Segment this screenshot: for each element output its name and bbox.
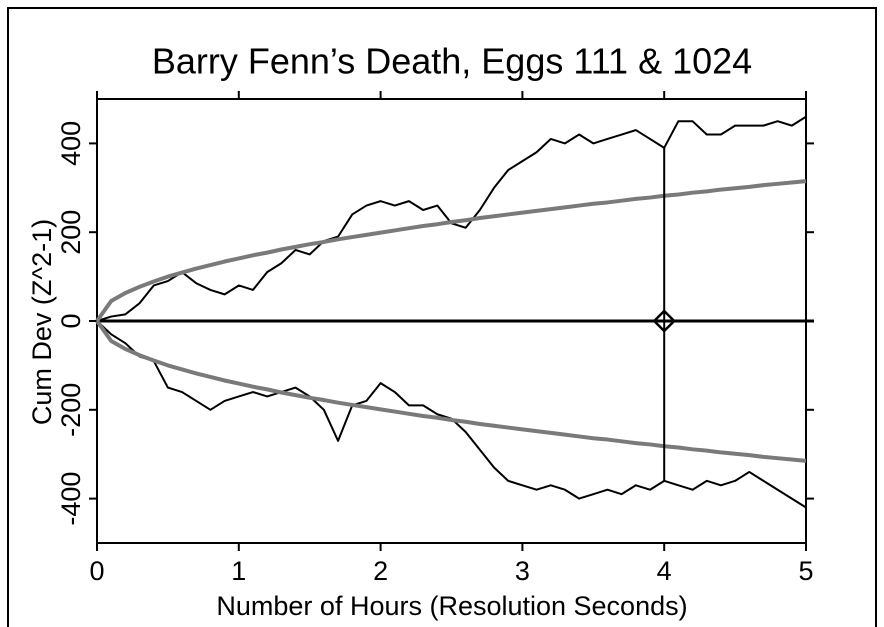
event-marker xyxy=(652,309,676,333)
y-axis-label: Cum Dev (Z^2-1) xyxy=(27,219,57,425)
y-tick-label: -400 xyxy=(56,472,86,526)
x-tick-label: 4 xyxy=(657,556,672,586)
x-tick-label: 0 xyxy=(89,556,104,586)
x-tick-label: 2 xyxy=(373,556,388,586)
data-line xyxy=(95,179,807,323)
y-tick-label: -200 xyxy=(56,383,86,437)
x-tick-label: 3 xyxy=(515,556,530,586)
data-line xyxy=(96,115,807,322)
x-tick-label: 1 xyxy=(231,556,246,586)
y-tick-label: 200 xyxy=(56,210,86,255)
data-line xyxy=(95,319,807,463)
y-tick-label: 400 xyxy=(56,121,86,166)
chart-title: Barry Fenn’s Death, Eggs 111 & 1024 xyxy=(152,41,752,82)
x-axis-label: Number of Hours (Resolution Seconds) xyxy=(216,591,687,621)
x-tick-label: 5 xyxy=(798,556,813,586)
frame xyxy=(7,7,877,627)
y-tick-label: 0 xyxy=(56,313,86,328)
data-line xyxy=(96,320,807,509)
